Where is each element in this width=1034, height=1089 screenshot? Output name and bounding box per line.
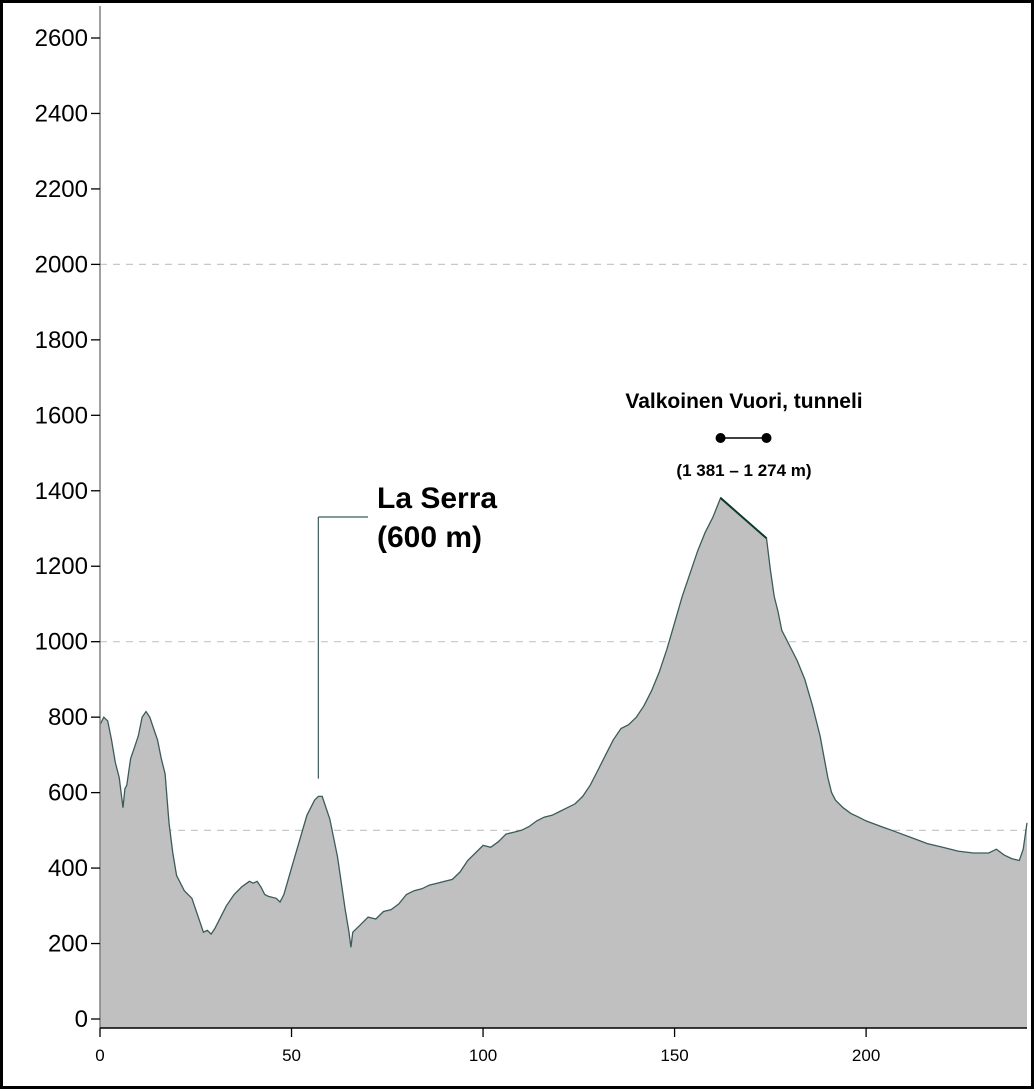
x-axis-ticks: 0 50 100 150 200	[95, 1028, 880, 1065]
elevation-line	[99, 496, 1028, 948]
tunnel-name-label: Valkoinen Vuori, tunneli	[625, 390, 862, 413]
tunnel-start-marker	[715, 433, 726, 443]
y-tick-label: 1200	[35, 553, 88, 580]
y-tick-label: 2600	[35, 25, 88, 52]
x-tick-label: 50	[282, 1046, 301, 1065]
y-tick-label: 600	[48, 780, 88, 807]
y-tick-label: 800	[48, 704, 88, 731]
tunnel-surface-line	[719, 497, 768, 540]
y-tick-label: 2000	[35, 251, 88, 278]
elevation-area	[100, 497, 1027, 1028]
la-serra-label: La Serra	[377, 482, 497, 515]
y-tick-label: 0	[75, 1006, 88, 1033]
y-tick-label: 1800	[35, 327, 88, 354]
x-tick-label: 150	[660, 1046, 688, 1065]
la-serra-elevation-label: (600 m)	[377, 521, 482, 554]
tunnel-elevation-range-label: (1 381 – 1 274 m)	[676, 461, 811, 480]
annotation-la-serra: La Serra (600 m)	[317, 482, 497, 779]
annotation-tunnel: Valkoinen Vuori, tunneli (1 381 – 1 274 …	[625, 390, 862, 480]
tunnel-end-marker	[761, 433, 772, 443]
y-tick-label: 2400	[35, 100, 88, 127]
x-tick-label: 100	[469, 1046, 497, 1065]
x-tick-label: 200	[852, 1046, 880, 1065]
y-tick-label: 1600	[35, 402, 88, 429]
x-tick-label: 0	[95, 1046, 104, 1065]
y-tick-label: 200	[48, 931, 88, 958]
y-tick-label: 400	[48, 855, 88, 882]
y-axis-ticks: 0 200 400 600 800 1000 1200 1400 1600 1800 2000 220…	[35, 25, 100, 1033]
y-tick-label: 1400	[35, 478, 88, 505]
y-tick-label: 1000	[35, 629, 88, 656]
y-tick-label: 2200	[35, 176, 88, 203]
grid-lines	[100, 263, 1027, 831]
